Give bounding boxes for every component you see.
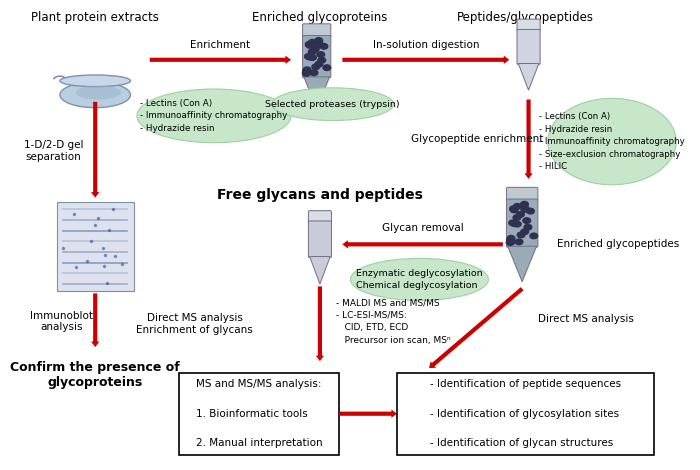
Circle shape bbox=[508, 239, 515, 244]
Polygon shape bbox=[304, 77, 330, 109]
Circle shape bbox=[509, 220, 517, 226]
Ellipse shape bbox=[137, 89, 291, 143]
Polygon shape bbox=[508, 246, 537, 282]
FancyBboxPatch shape bbox=[302, 24, 331, 38]
Text: 1-D/2-D gel
separation: 1-D/2-D gel separation bbox=[24, 140, 83, 162]
Circle shape bbox=[521, 229, 528, 235]
Text: Enrichment: Enrichment bbox=[190, 40, 251, 50]
Circle shape bbox=[523, 218, 531, 223]
Text: - Lectins (Con A)
- Immunoaffinity chromatography
- Hydrazide resin: - Lectins (Con A) - Immunoaffinity chrom… bbox=[141, 99, 288, 133]
Circle shape bbox=[304, 54, 312, 59]
Circle shape bbox=[309, 55, 316, 60]
Circle shape bbox=[303, 67, 311, 72]
Circle shape bbox=[315, 61, 323, 67]
Text: - MALDI MS and MS/MS
- LC-ESI-MS/MS:
   CID, ETD, ECD
   Precursor ion scan, MSⁿ: - MALDI MS and MS/MS - LC-ESI-MS/MS: CID… bbox=[336, 298, 451, 345]
Circle shape bbox=[513, 215, 521, 220]
Text: Immunoblot
analysis: Immunoblot analysis bbox=[30, 311, 93, 332]
Circle shape bbox=[530, 233, 538, 239]
Text: - Identification of peptide sequences

- Identification of glycosylation sites

: - Identification of peptide sequences - … bbox=[430, 379, 621, 448]
Circle shape bbox=[510, 206, 517, 212]
Text: Direct MS analysis: Direct MS analysis bbox=[538, 314, 634, 324]
Circle shape bbox=[526, 208, 534, 214]
Text: - Lectins (Con A)
- Hydrazide resin
- Immunoaffinity chromatography
- Size-exclu: - Lectins (Con A) - Hydrazide resin - Im… bbox=[539, 112, 685, 171]
Circle shape bbox=[302, 69, 310, 74]
FancyBboxPatch shape bbox=[397, 373, 654, 454]
Circle shape bbox=[513, 221, 521, 227]
FancyBboxPatch shape bbox=[57, 202, 134, 291]
Circle shape bbox=[315, 41, 323, 47]
Circle shape bbox=[513, 204, 521, 209]
Text: Enzymatic deglycosylation
Chemical deglycosylation: Enzymatic deglycosylation Chemical degly… bbox=[356, 269, 483, 290]
FancyBboxPatch shape bbox=[309, 211, 332, 223]
FancyBboxPatch shape bbox=[506, 188, 538, 201]
Circle shape bbox=[307, 55, 314, 60]
FancyBboxPatch shape bbox=[506, 199, 538, 247]
Circle shape bbox=[517, 232, 525, 238]
Circle shape bbox=[315, 42, 323, 47]
Text: Direct MS analysis
Enrichment of glycans: Direct MS analysis Enrichment of glycans bbox=[136, 313, 253, 335]
Text: Plant protein extracts: Plant protein extracts bbox=[32, 11, 159, 24]
Circle shape bbox=[524, 224, 532, 230]
Text: Enriched glycoproteins: Enriched glycoproteins bbox=[252, 11, 388, 24]
FancyBboxPatch shape bbox=[178, 373, 340, 454]
Text: Glycopeptide enrichment: Glycopeptide enrichment bbox=[411, 134, 543, 144]
Text: Confirm the presence of
glycoproteins: Confirm the presence of glycoproteins bbox=[10, 361, 180, 389]
Text: Selected proteases (trypsin): Selected proteases (trypsin) bbox=[265, 100, 400, 109]
Circle shape bbox=[507, 237, 514, 243]
Polygon shape bbox=[518, 63, 539, 90]
Ellipse shape bbox=[351, 258, 489, 300]
Ellipse shape bbox=[60, 75, 130, 86]
Circle shape bbox=[521, 207, 528, 212]
Text: Glycan removal: Glycan removal bbox=[382, 223, 463, 233]
FancyBboxPatch shape bbox=[517, 19, 540, 31]
Circle shape bbox=[312, 47, 319, 52]
Circle shape bbox=[315, 38, 323, 43]
Circle shape bbox=[317, 52, 325, 57]
Circle shape bbox=[303, 70, 311, 76]
Text: MS and MS/MS analysis:

1. Bioinformatic tools

2. Manual interpretation: MS and MS/MS analysis: 1. Bioinformatic … bbox=[195, 379, 322, 448]
Text: Free glycans and peptides: Free glycans and peptides bbox=[217, 188, 423, 202]
Circle shape bbox=[508, 235, 515, 241]
Ellipse shape bbox=[548, 98, 676, 185]
Circle shape bbox=[517, 212, 524, 217]
Text: In-solution digestion: In-solution digestion bbox=[372, 40, 479, 50]
Circle shape bbox=[306, 42, 314, 48]
Circle shape bbox=[305, 41, 313, 47]
Circle shape bbox=[515, 239, 523, 244]
Circle shape bbox=[308, 49, 316, 55]
Text: Peptides/glycopeptides: Peptides/glycopeptides bbox=[457, 11, 594, 24]
FancyBboxPatch shape bbox=[309, 221, 332, 258]
Polygon shape bbox=[309, 257, 330, 284]
Circle shape bbox=[521, 205, 528, 211]
Circle shape bbox=[521, 202, 528, 207]
Circle shape bbox=[312, 64, 320, 70]
Circle shape bbox=[309, 39, 316, 45]
Circle shape bbox=[323, 65, 330, 70]
Text: Enriched glycopeptides: Enriched glycopeptides bbox=[557, 239, 680, 250]
Circle shape bbox=[302, 70, 310, 76]
Circle shape bbox=[318, 57, 326, 63]
Circle shape bbox=[320, 44, 328, 49]
Circle shape bbox=[511, 221, 519, 227]
Ellipse shape bbox=[272, 88, 393, 120]
Ellipse shape bbox=[60, 82, 130, 108]
Ellipse shape bbox=[76, 86, 121, 100]
Circle shape bbox=[510, 207, 518, 213]
Circle shape bbox=[310, 70, 318, 76]
Circle shape bbox=[506, 240, 514, 245]
FancyBboxPatch shape bbox=[517, 30, 540, 64]
FancyBboxPatch shape bbox=[302, 36, 331, 78]
